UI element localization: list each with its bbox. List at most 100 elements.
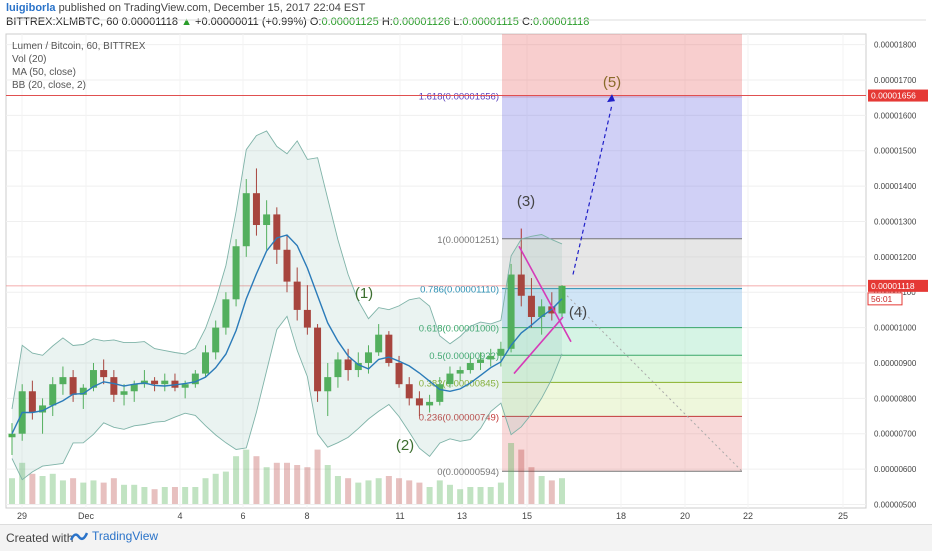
x-tick-label: 13 bbox=[457, 511, 467, 521]
fib-band bbox=[502, 355, 742, 383]
volume-bar bbox=[304, 467, 311, 504]
wave-label: (1) bbox=[355, 285, 373, 302]
legend-vol[interactable]: Vol (20) bbox=[12, 54, 47, 65]
volume-bar bbox=[233, 456, 240, 504]
volume-bar bbox=[416, 482, 423, 504]
low-value: 0.00001115 bbox=[462, 16, 519, 28]
candle-body bbox=[314, 327, 322, 392]
bollinger-lower bbox=[11, 315, 563, 481]
candle-body bbox=[161, 380, 169, 385]
volume-bar bbox=[446, 484, 453, 504]
wave-label: (5) bbox=[603, 74, 621, 91]
y-tick-label: 0.00001500 bbox=[874, 147, 917, 156]
candle-body bbox=[191, 373, 199, 385]
volume-bar bbox=[559, 478, 565, 504]
volume-bar bbox=[263, 467, 270, 504]
fib-band bbox=[502, 416, 742, 472]
close-label: C: bbox=[521, 16, 533, 28]
price-change: +0.00000011 (+0.99%) bbox=[195, 16, 307, 28]
projection-arrow-icon bbox=[607, 94, 615, 103]
author-link[interactable]: luigiborla bbox=[6, 2, 56, 14]
volume-bar bbox=[355, 482, 362, 504]
candle-body bbox=[130, 384, 138, 392]
plot-area bbox=[5, 33, 867, 509]
x-tick-label: 8 bbox=[304, 511, 309, 521]
legend-ma[interactable]: MA (50, close) bbox=[12, 67, 76, 78]
volume-bar bbox=[49, 473, 56, 504]
wave-label: (2) bbox=[396, 437, 414, 454]
volume-bar bbox=[243, 449, 250, 504]
volume-bar bbox=[70, 478, 77, 504]
fib-level-label: 0(0.00000594) bbox=[437, 467, 499, 478]
y-tick-label: 0.00001400 bbox=[874, 182, 917, 191]
volume-bar bbox=[385, 476, 392, 504]
price-chart[interactable]: 0.00001800 0.00001700 0.00001600 0.00001500… bbox=[0, 0, 932, 524]
pattern-lower-line bbox=[513, 316, 564, 375]
candle-body bbox=[100, 370, 108, 378]
candle-body bbox=[151, 380, 159, 385]
candle-body bbox=[375, 334, 383, 353]
candle-body bbox=[263, 214, 271, 226]
y-tick-label: 0.00000700 bbox=[874, 430, 917, 439]
candle-body bbox=[415, 398, 423, 406]
volume-bar bbox=[141, 487, 148, 504]
candle-body bbox=[354, 362, 362, 371]
high-label: H: bbox=[381, 16, 393, 28]
publish-info: published on TradingView.com, December 1… bbox=[58, 2, 366, 14]
countdown-badge bbox=[867, 292, 903, 306]
x-tick-label: 15 bbox=[522, 511, 532, 521]
tradingview-icon bbox=[70, 532, 88, 541]
candle-body bbox=[517, 274, 525, 296]
candle-body bbox=[324, 377, 332, 392]
candle-body bbox=[507, 274, 515, 349]
volume-bar bbox=[508, 443, 515, 504]
volume-bar bbox=[161, 487, 168, 504]
candle-body bbox=[466, 362, 474, 371]
pattern-upper-line bbox=[518, 245, 572, 343]
volume-bar bbox=[467, 487, 474, 504]
candle-body bbox=[303, 309, 311, 328]
y-tick-label: 0.00000500 bbox=[874, 500, 917, 509]
volume-bar bbox=[192, 487, 199, 504]
volume-bar bbox=[29, 473, 36, 504]
tradingview-logo[interactable]: TradingView bbox=[70, 529, 158, 543]
volume-bar bbox=[182, 487, 189, 504]
candle-body bbox=[385, 334, 393, 363]
fib-band bbox=[502, 95, 742, 239]
volume-bar bbox=[345, 478, 352, 504]
projection-line bbox=[572, 104, 613, 275]
target-price-badge bbox=[868, 89, 928, 102]
volume-bar bbox=[90, 480, 97, 504]
candle-body bbox=[232, 246, 240, 300]
volume-bar bbox=[151, 489, 158, 504]
legend-bb[interactable]: BB (20, close, 2) bbox=[12, 80, 86, 91]
tradingview-brand: TradingView bbox=[92, 529, 159, 543]
candle-body bbox=[497, 348, 505, 356]
candle-body bbox=[426, 401, 434, 406]
target-price-label: 0.00001656 bbox=[871, 91, 916, 101]
up-arrow-icon: ▲ bbox=[181, 16, 192, 28]
volume-bar bbox=[375, 478, 382, 504]
bollinger-band-fill bbox=[12, 131, 562, 480]
volume-bar bbox=[406, 480, 413, 504]
last-price-badge bbox=[868, 279, 928, 292]
volume-bar bbox=[548, 480, 555, 504]
volume-bar bbox=[39, 476, 46, 504]
y-tick-label: 0.00001600 bbox=[874, 111, 917, 120]
volume-bar bbox=[436, 480, 443, 504]
candle-body bbox=[436, 384, 444, 402]
candle-body bbox=[242, 193, 250, 247]
volume-bar bbox=[314, 449, 321, 504]
y-tick-label: 0.00001000 bbox=[874, 324, 917, 333]
open-value: 0.00001125 bbox=[321, 16, 379, 28]
x-tick-label: 20 bbox=[680, 511, 690, 521]
x-tick-label: 6 bbox=[240, 511, 245, 521]
y-tick-label: 0.00001300 bbox=[874, 217, 917, 226]
wave-label: (4) bbox=[569, 304, 587, 321]
y-tick-label: 0.00000600 bbox=[874, 465, 917, 474]
candle-body bbox=[293, 281, 301, 310]
volume-bar bbox=[121, 484, 128, 504]
volume-bar bbox=[487, 487, 494, 504]
candle-body bbox=[28, 391, 36, 413]
low-label: L: bbox=[453, 16, 463, 28]
